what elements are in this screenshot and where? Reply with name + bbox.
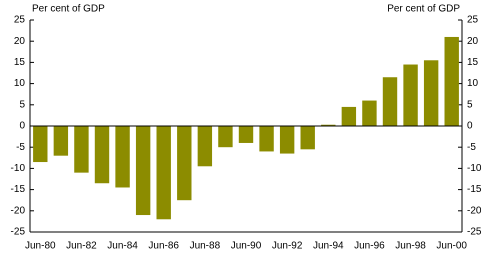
y-tick-label: -20	[11, 205, 26, 216]
y-tick-label: 5	[19, 99, 25, 110]
bar	[218, 126, 233, 148]
y2-tick-label: 20	[467, 36, 479, 47]
y2-tick-label: 5	[467, 99, 473, 110]
y2-tick-label: -5	[467, 142, 476, 153]
y2-tick-label: 25	[467, 15, 479, 26]
bar	[423, 60, 439, 126]
y2-tick-label: -15	[467, 184, 482, 195]
bar	[156, 126, 171, 220]
x-tick-label: Jun-98	[395, 241, 426, 252]
bar	[403, 64, 418, 126]
y-tick-label: -5	[16, 142, 25, 153]
y-tick-label: -15	[11, 184, 26, 195]
y2-tick-label: 15	[467, 57, 479, 68]
x-tick-label: Jun-80	[25, 241, 56, 252]
bar	[94, 126, 110, 184]
bar	[53, 126, 69, 156]
y-tick-label: 10	[14, 78, 26, 89]
bar	[135, 126, 151, 216]
y2-axis-label: Per cent of GDP	[387, 4, 460, 15]
bar	[341, 106, 357, 126]
x-tick-label: Jun-84	[107, 241, 138, 252]
x-tick-label: Jun-88	[190, 241, 221, 252]
y2-tick-label: -25	[467, 227, 482, 238]
bar	[279, 126, 295, 154]
bar	[238, 126, 254, 143]
bar	[321, 124, 336, 126]
x-tick-label: Jun-94	[313, 241, 344, 252]
y-axis-label: Per cent of GDP	[32, 4, 105, 15]
x-tick-label: Jun-00	[436, 241, 467, 252]
y2-tick-label: -10	[467, 163, 482, 174]
bar	[74, 126, 89, 173]
bar	[33, 126, 48, 163]
y2-tick-label: 0	[467, 121, 473, 132]
bar	[115, 126, 130, 188]
bar	[259, 126, 274, 152]
y-tick-label: 15	[14, 57, 26, 68]
x-tick-label: Jun-96	[354, 241, 385, 252]
x-tick-label: Jun-90	[231, 241, 262, 252]
bar	[382, 77, 398, 126]
y-tick-label: 0	[19, 121, 25, 132]
bar	[177, 126, 192, 201]
y-tick-label: 20	[14, 36, 26, 47]
x-tick-label: Jun-92	[272, 241, 303, 252]
bar	[197, 126, 213, 167]
bar	[300, 126, 315, 150]
x-tick-label: Jun-82	[66, 241, 97, 252]
bar	[444, 36, 459, 126]
x-tick-label: Jun-86	[148, 241, 179, 252]
bar	[362, 100, 377, 126]
y2-tick-label: -20	[467, 205, 482, 216]
y2-tick-label: 10	[467, 78, 479, 89]
y-tick-label: -10	[11, 163, 26, 174]
y-tick-label: -25	[11, 227, 26, 238]
y-tick-label: 25	[14, 15, 26, 26]
